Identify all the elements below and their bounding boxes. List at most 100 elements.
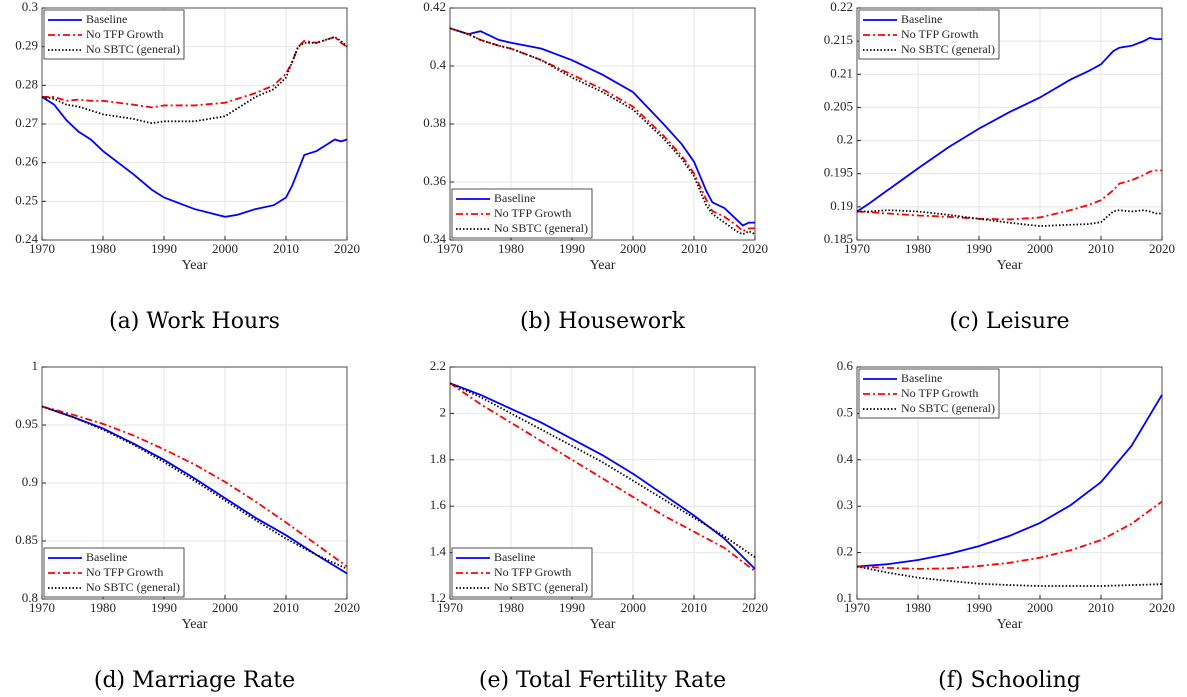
x-tick-label: 1990 — [966, 241, 992, 256]
y-tick-label: 0.2 — [837, 544, 853, 559]
series-line — [449, 382, 756, 570]
x-tick-label: 1990 — [151, 241, 177, 256]
legend-label: No SBTC (general) — [901, 42, 995, 56]
caption: (c) Leisure — [949, 309, 1069, 334]
y-tick-label: 0.8 — [22, 590, 38, 605]
legend-label: No SBTC (general) — [494, 221, 588, 235]
legend-label: Baseline — [901, 12, 942, 26]
legend-label: No TFP Growth — [901, 27, 978, 41]
x-tick-label: 1970 — [844, 241, 870, 256]
axes-box — [856, 7, 1163, 241]
x-tick-label: 1970 — [29, 600, 55, 615]
x-axis-label: Year — [590, 258, 616, 273]
x-tick-label: 2000 — [1027, 600, 1053, 615]
y-tick-label: 0.2 — [837, 132, 853, 147]
legend-label: No TFP Growth — [86, 565, 163, 579]
x-tick-label: 1970 — [437, 241, 463, 256]
series-line — [449, 27, 755, 227]
x-axis-label: Year — [590, 617, 616, 632]
legend-label: Baseline — [901, 371, 942, 385]
x-tick-label: 2000 — [620, 241, 646, 256]
x-tick-label: 2010 — [1088, 241, 1114, 256]
x-tick-label: 2000 — [212, 241, 238, 256]
x-tick-label: 1970 — [29, 241, 55, 256]
x-tick-label: 2020 — [1149, 241, 1175, 256]
legend-label: No SBTC (general) — [494, 580, 588, 594]
x-tick-label: 2010 — [681, 241, 707, 256]
legend-label: Baseline — [86, 550, 127, 564]
series-line — [41, 36, 348, 125]
panel: 0.34 0.36 0.38 0.4 0.42 1970 1980 1990 2000 2010 2… — [423, 0, 768, 334]
y-tick-label: 0.3 — [837, 497, 853, 512]
y-tick-label: 0.185 — [824, 231, 853, 246]
legend-label: No SBTC (general) — [86, 42, 180, 56]
y-tick-label: 0.205 — [824, 98, 853, 113]
series-line — [449, 382, 756, 572]
x-tick-label: 2020 — [742, 241, 768, 256]
x-tick-label: 2010 — [273, 600, 299, 615]
axes-box — [856, 366, 1163, 600]
series-line — [41, 96, 348, 218]
y-tick-label: 0.4 — [430, 57, 447, 72]
x-tick-label: 2010 — [1088, 600, 1114, 615]
axes-box — [449, 366, 756, 600]
caption: (d) Marriage Rate — [94, 668, 295, 693]
legend-label: No SBTC (general) — [901, 401, 995, 415]
series-line — [856, 500, 1163, 570]
y-tick-label: 0.5 — [837, 404, 853, 419]
y-tick-label: 0.4 — [837, 451, 854, 466]
series-line — [42, 35, 348, 109]
panel: 0.8 0.85 0.9 0.95 1 1970 1980 1990 2000 2010 2020 Y… — [15, 358, 360, 693]
legend-label: Baseline — [86, 12, 127, 26]
x-tick-label: 1990 — [559, 241, 585, 256]
x-tick-label: 1980 — [90, 600, 116, 615]
legend-label: No TFP Growth — [901, 386, 978, 400]
axes-box — [41, 7, 348, 241]
x-tick-label: 1990 — [559, 600, 585, 615]
legend-label: No TFP Growth — [86, 27, 163, 41]
panel: 0.185 0.19 0.195 0.2 0.205 0.21 0.215 0.22 1970 1… — [824, 0, 1175, 334]
x-tick-label: 1990 — [151, 600, 177, 615]
x-tick-label: 2020 — [334, 241, 360, 256]
series-line — [856, 565, 1163, 587]
series-line — [449, 382, 756, 558]
y-tick-label: 0.22 — [830, 0, 853, 14]
x-tick-label: 1980 — [498, 241, 524, 256]
y-tick-label: 0.95 — [15, 416, 38, 431]
legend-label: No TFP Growth — [494, 206, 571, 220]
axes-box — [449, 7, 756, 241]
y-tick-label: 0.28 — [15, 76, 38, 91]
series-line — [856, 36, 1162, 213]
legend-label: Baseline — [494, 550, 535, 564]
caption: (a) Work Hours — [109, 309, 280, 334]
x-tick-label: 2020 — [1149, 600, 1175, 615]
x-tick-label: 2000 — [620, 600, 646, 615]
y-tick-label: 0.9 — [22, 474, 38, 489]
legend-label: No SBTC (general) — [86, 580, 180, 594]
x-tick-label: 2010 — [273, 241, 299, 256]
y-tick-label: 0.1 — [837, 590, 853, 605]
y-tick-label: 0.6 — [837, 358, 854, 373]
x-axis-label: Year — [182, 617, 208, 632]
x-tick-label: 1980 — [90, 241, 116, 256]
y-tick-label: 0.36 — [423, 173, 446, 188]
y-tick-label: 0.29 — [15, 38, 38, 53]
x-tick-label: 1970 — [844, 600, 870, 615]
series-line — [856, 394, 1163, 568]
y-tick-label: 2 — [440, 404, 447, 419]
y-tick-label: 0.3 — [22, 0, 38, 14]
y-tick-label: 1.2 — [430, 590, 446, 605]
y-tick-label: 0.25 — [15, 192, 38, 207]
caption: (b) Housework — [520, 309, 686, 334]
y-tick-label: 0.34 — [423, 231, 446, 246]
y-tick-label: 0.85 — [15, 532, 38, 547]
series-line — [449, 27, 755, 233]
x-tick-label: 2000 — [1027, 241, 1053, 256]
x-axis-label: Year — [997, 617, 1023, 632]
y-tick-label: 0.38 — [423, 115, 446, 130]
x-tick-label: 1970 — [437, 600, 463, 615]
legend-label: No TFP Growth — [494, 565, 571, 579]
y-tick-label: 1.6 — [430, 497, 447, 512]
y-tick-label: 0.26 — [15, 154, 38, 169]
x-axis-label: Year — [182, 258, 208, 273]
